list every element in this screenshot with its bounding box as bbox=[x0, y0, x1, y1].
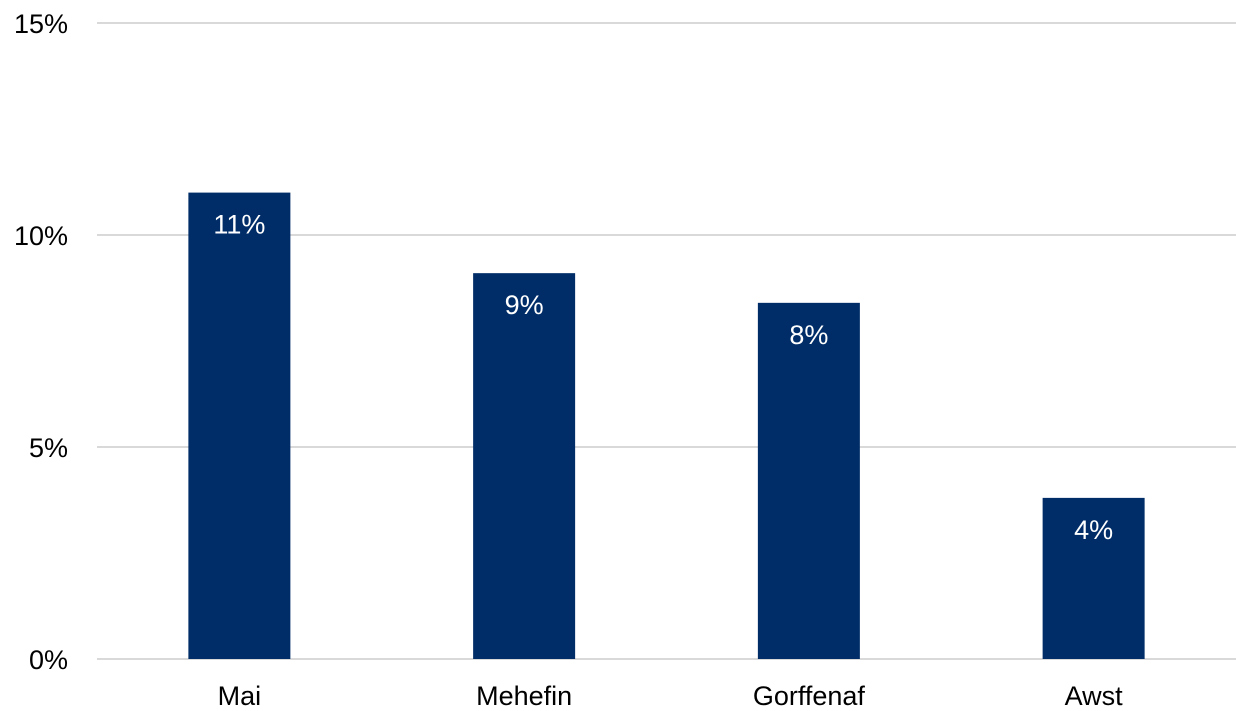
bar bbox=[1042, 497, 1145, 659]
bar-data-label: 4% bbox=[1074, 515, 1113, 545]
y-tick-label: 15% bbox=[14, 9, 68, 39]
bars bbox=[188, 192, 1145, 659]
data-labels: 11% 9% 8% 4% bbox=[213, 210, 1113, 545]
y-axis-tick-labels: 0% 5% 10% 15% bbox=[14, 9, 68, 675]
x-axis-category-labels: Mai Mehefin Gorffenaf Awst bbox=[218, 681, 1124, 711]
bar bbox=[473, 273, 576, 659]
x-category-label: Mehefin bbox=[476, 681, 572, 711]
bar-data-label: 11% bbox=[213, 210, 265, 240]
y-tick-label: 0% bbox=[29, 645, 68, 675]
bar bbox=[188, 192, 291, 659]
bar bbox=[757, 302, 860, 659]
bar-data-label: 8% bbox=[789, 320, 828, 350]
y-tick-label: 5% bbox=[29, 433, 68, 463]
bar-data-label: 9% bbox=[505, 290, 544, 320]
x-category-label: Mai bbox=[218, 681, 262, 711]
x-category-label: Awst bbox=[1065, 681, 1124, 711]
y-tick-label: 10% bbox=[14, 221, 68, 251]
x-category-label: Gorffenaf bbox=[753, 681, 866, 711]
